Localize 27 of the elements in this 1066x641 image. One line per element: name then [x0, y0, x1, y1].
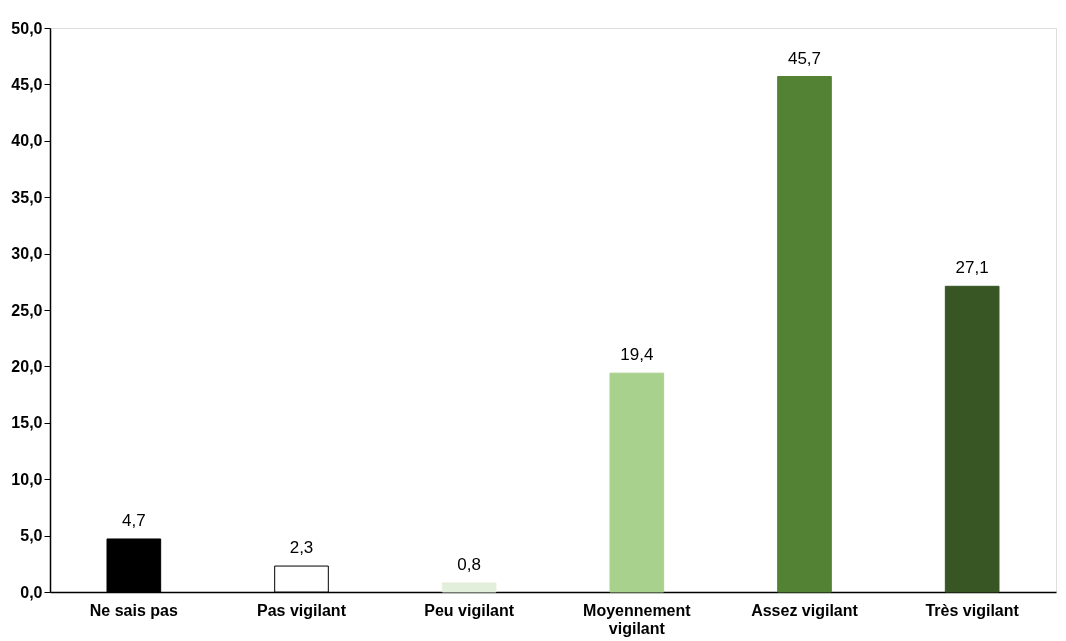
y-tick-label: 30,0 [11, 245, 43, 263]
x-tick-label: Très vigilant [925, 601, 1020, 619]
data-label: 19,4 [620, 345, 654, 365]
x-tick-label: Peu vigilant [424, 601, 515, 619]
y-tick-label: 10,0 [11, 470, 43, 488]
y-tick-label: 25,0 [11, 301, 43, 319]
x-tick-label: Ne sais pas [89, 601, 178, 619]
y-tick-label: 5,0 [20, 527, 43, 545]
data-label: 2,3 [289, 538, 314, 558]
data-label: 45,7 [787, 48, 822, 68]
y-tick-label: 20,0 [11, 357, 43, 375]
bar [441, 582, 497, 593]
x-tick-label: Moyennement vigilant [583, 601, 692, 637]
y-tick-label: 40,0 [11, 132, 43, 150]
y-tick-label: 0,0 [20, 583, 43, 601]
data-label: 4,7 [122, 510, 146, 530]
data-label: 27,1 [955, 258, 989, 278]
bar [944, 285, 1000, 593]
x-tick-label: Pas vigilant [257, 601, 347, 619]
y-tick-label: 35,0 [11, 188, 43, 206]
y-tick-label: 50,0 [11, 19, 43, 37]
y-tick-label: 45,0 [11, 75, 43, 93]
data-label: 0,8 [457, 554, 481, 574]
bar [777, 76, 832, 593]
bar [609, 372, 665, 593]
x-tick-label: Assez vigilant [751, 601, 859, 619]
y-tick-label: 15,0 [11, 414, 43, 432]
